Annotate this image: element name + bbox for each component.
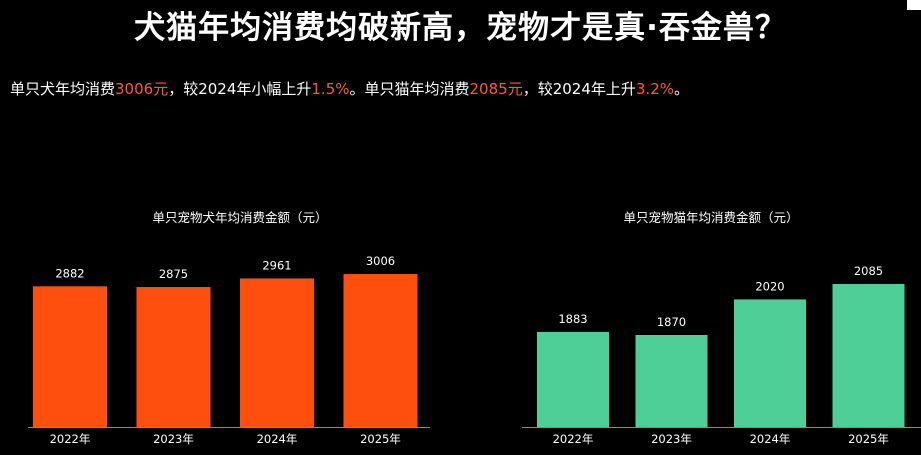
dog-bar-0 xyxy=(33,286,107,427)
cat-bar-2 xyxy=(734,299,806,427)
dog-chart: 2882 2022年 2875 2023年 2961 2024年 3006 2025年 xyxy=(28,254,430,446)
dog-category-label-2: 2024年 xyxy=(257,432,298,446)
cat-category-label-2: 2024年 xyxy=(750,432,791,446)
dog-value-label-2: 2961 xyxy=(262,258,291,272)
summary-part-5: 。 xyxy=(674,80,690,98)
summary-part-2: ，较2024年小幅上升 xyxy=(168,80,312,98)
dog-bar-1 xyxy=(136,287,211,427)
summary-dog-spend: 3006元 xyxy=(115,80,169,98)
dog-chart-title: 单只宠物犬年均消费金额（元） xyxy=(152,210,328,225)
summary-part-3: 。单只猫年均消费 xyxy=(349,80,470,98)
cat-chart: 1883 2022年 1870 2023年 2020 2024年 2085 2025年 xyxy=(522,264,921,446)
cat-bar-0 xyxy=(537,331,609,427)
summary-text: 单只犬年均消费3006元，较2024年小幅上升1.5%。单只猫年均消费2085元… xyxy=(10,78,689,99)
cat-category-label-1: 2023年 xyxy=(651,432,692,446)
dog-value-label-3: 3006 xyxy=(366,254,395,268)
dog-value-label-0: 2882 xyxy=(55,266,84,280)
page-title: 犬猫年均消费均破新高，宠物才是真·吞金兽？ xyxy=(134,10,787,46)
cat-chart-title: 单只宠物猫年均消费金额（元） xyxy=(623,210,799,225)
cat-value-label-0: 1883 xyxy=(558,312,587,326)
summary-cat-growth: 3.2% xyxy=(635,80,674,98)
summary-part-1: 单只犬年均消费 xyxy=(10,80,116,98)
cat-category-label-0: 2022年 xyxy=(553,432,594,446)
cat-bar-1 xyxy=(635,335,708,427)
dog-category-label-3: 2025年 xyxy=(360,432,401,446)
dog-category-label-0: 2022年 xyxy=(50,432,91,446)
cat-value-label-2: 2020 xyxy=(755,279,784,293)
summary-cat-spend: 2085元 xyxy=(469,80,523,98)
cat-value-label-3: 2085 xyxy=(854,264,883,278)
corner-badge xyxy=(907,0,921,10)
dog-bar-3 xyxy=(343,274,418,427)
summary-part-4: ，较2024年上升 xyxy=(522,80,636,98)
summary-dog-growth: 1.5% xyxy=(311,80,350,98)
dog-category-label-1: 2023年 xyxy=(153,432,194,446)
cat-category-label-3: 2025年 xyxy=(848,432,889,446)
cat-bar-3 xyxy=(832,284,905,427)
dog-bar-2 xyxy=(240,278,314,427)
cat-value-label-1: 1870 xyxy=(657,315,686,329)
dog-value-label-1: 2875 xyxy=(159,267,188,281)
